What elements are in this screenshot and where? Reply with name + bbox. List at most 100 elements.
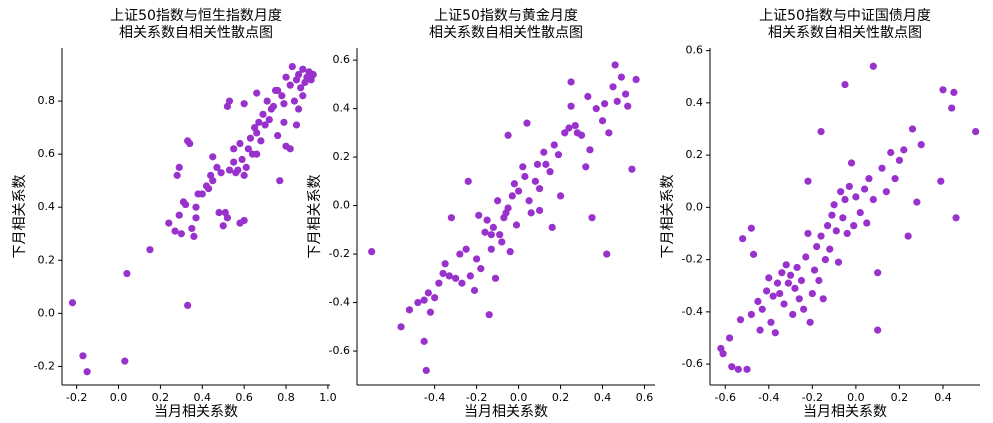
scatter-point xyxy=(605,129,613,137)
scatter-point xyxy=(852,193,860,201)
scatter-point xyxy=(847,159,856,167)
scatter-point xyxy=(83,368,91,376)
scatter-point xyxy=(213,163,221,172)
scatter-point xyxy=(190,232,198,241)
scatter-point xyxy=(734,365,742,373)
scatter-point xyxy=(198,190,206,198)
scatter-point xyxy=(504,131,512,139)
scatter-point xyxy=(215,208,223,217)
scatter-point xyxy=(265,116,273,124)
scatter-point xyxy=(452,274,460,282)
scatter-point xyxy=(510,180,518,188)
scatter-point xyxy=(240,100,248,108)
scatter-point xyxy=(865,175,873,183)
scatter-point xyxy=(458,279,466,287)
scatter-point xyxy=(466,272,474,280)
scatter-point xyxy=(828,211,836,219)
scatter-point xyxy=(292,121,301,129)
scatter-point xyxy=(736,316,745,324)
scatter-point xyxy=(217,169,225,177)
scatter-point xyxy=(535,185,544,193)
scatter-point xyxy=(192,203,200,211)
scatter-point xyxy=(856,208,864,217)
y-axis-label: 下月相关系数 xyxy=(307,175,323,259)
y-tick-label: 0.0 xyxy=(333,199,351,212)
chart-title: 上证50指数与恒生指数月度 相关系数自相关性散点图 xyxy=(110,8,282,41)
scatter-point xyxy=(512,221,521,229)
x-tick-label: -0.4 xyxy=(424,391,445,404)
scatter-point xyxy=(743,365,751,373)
scatter-point xyxy=(523,119,531,127)
scatter-point xyxy=(584,92,592,101)
x-axis-label: 当月相关系数 xyxy=(154,404,238,420)
scatter-point xyxy=(280,100,288,108)
scatter-point xyxy=(802,253,810,261)
scatter-point xyxy=(887,148,895,157)
scatter-point xyxy=(496,231,504,239)
scatter-point xyxy=(276,177,284,185)
scatter-point xyxy=(420,296,428,304)
scatter-point xyxy=(274,86,282,95)
scatter-point xyxy=(756,326,764,334)
scatter-point xyxy=(483,216,491,224)
scatter-point xyxy=(806,318,814,326)
x-axis-label: 当月相关系数 xyxy=(803,404,887,420)
scatter-point xyxy=(582,163,590,171)
scatter-point xyxy=(810,266,819,274)
scatter-point xyxy=(420,337,428,345)
y-tick-label: -0.4 xyxy=(682,305,703,318)
scatter-point xyxy=(624,102,632,110)
x-tick-label: 1.0 xyxy=(319,391,337,404)
scatter-point xyxy=(588,214,596,222)
scatter-point xyxy=(240,171,248,179)
scatter-point xyxy=(290,97,299,105)
scatter-point xyxy=(414,298,422,307)
scatter-point xyxy=(261,121,269,129)
scatter-point xyxy=(230,158,238,166)
scatter-point xyxy=(773,279,782,287)
scatter-point xyxy=(246,134,255,142)
scatter-point xyxy=(445,272,453,280)
scatter-point xyxy=(850,222,858,230)
scatter-point xyxy=(188,224,196,233)
scatter-point xyxy=(540,148,548,156)
scatter-point xyxy=(165,219,173,227)
y-tick-label: 0.2 xyxy=(38,253,56,266)
x-tick-label: 0.4 xyxy=(594,391,612,404)
scatter-point xyxy=(470,286,479,295)
x-tick-label: 0.8 xyxy=(277,391,295,404)
scatter-point xyxy=(481,228,489,236)
scatter-point xyxy=(592,105,600,113)
scatter-point xyxy=(242,163,250,172)
scatter-point xyxy=(784,279,792,287)
scatter-point xyxy=(297,84,305,92)
scatter-point xyxy=(424,289,432,297)
x-tick-label: 0.2 xyxy=(552,391,570,404)
scatter-point xyxy=(288,62,296,71)
scatter-point xyxy=(832,227,840,235)
scatter-point xyxy=(435,279,443,287)
scatter-point xyxy=(186,139,194,148)
x-tick-label: 0.0 xyxy=(510,391,528,404)
scatter-point xyxy=(192,214,200,222)
scatter-point xyxy=(146,246,154,254)
y-tick-label: -0.2 xyxy=(34,359,55,372)
scatter-point xyxy=(767,318,775,326)
scatter-point xyxy=(939,86,947,94)
scatter-point xyxy=(253,150,261,158)
y-tick-label: 0.4 xyxy=(38,200,56,213)
scatter-point xyxy=(548,223,556,232)
scatter-point xyxy=(519,163,527,171)
scatter-point xyxy=(786,271,795,279)
scatter-point xyxy=(487,245,495,253)
scatter-point xyxy=(525,197,533,205)
scatter-point xyxy=(422,366,430,375)
scatter-point xyxy=(533,160,542,168)
scatter-point xyxy=(477,265,485,273)
scatter-point xyxy=(739,235,747,243)
scatter-point xyxy=(749,250,758,258)
x-tick-label: -0.2 xyxy=(66,391,87,404)
x-tick-label: 0.4 xyxy=(934,391,952,404)
